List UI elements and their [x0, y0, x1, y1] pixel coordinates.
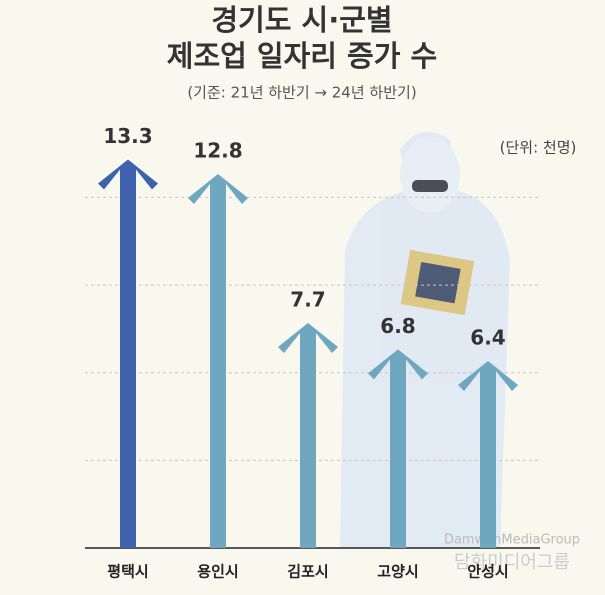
unit-label: (단위: 천명) [500, 139, 577, 157]
x-tick-label: 평택시 [107, 563, 148, 581]
worker-illustration [340, 132, 510, 548]
value-label: 6.4 [470, 326, 505, 350]
chart-subtitle: (기준: 21년 하반기 → 24년 하반기) [187, 84, 416, 102]
x-tick-label: 김포시 [287, 563, 328, 581]
x-tick-label: 용인시 [197, 563, 238, 581]
chart-title: 경기도 시·군별 [211, 3, 392, 37]
arrow-bar [368, 349, 428, 548]
value-label: 6.8 [380, 314, 415, 338]
x-tick-label: 안성시 [467, 563, 508, 581]
value-label: 12.8 [193, 139, 242, 163]
value-label: 13.3 [103, 124, 152, 148]
x-tick-label: 고양시 [377, 563, 418, 581]
chart-title: 제조업 일자리 증가 수 [167, 39, 437, 73]
watermark: DamwanMediaGroup [444, 533, 580, 548]
arrow-bar [458, 361, 518, 548]
arrow-bar [98, 159, 158, 548]
value-label: 7.7 [290, 288, 325, 312]
arrow-bar [278, 323, 338, 548]
watermark: 담화미디어그룹 [454, 552, 570, 573]
arrow-bar [188, 174, 248, 549]
